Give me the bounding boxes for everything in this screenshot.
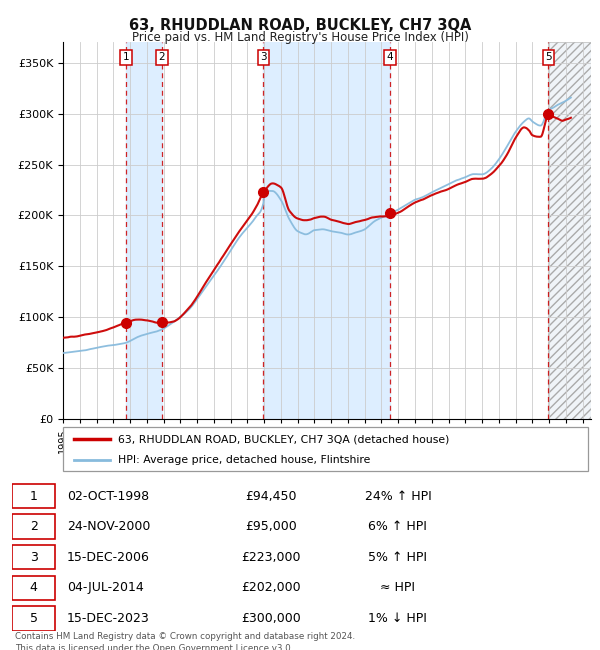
- Text: 5: 5: [545, 53, 552, 62]
- Text: 24% ↑ HPI: 24% ↑ HPI: [365, 489, 431, 502]
- Text: Contains HM Land Registry data © Crown copyright and database right 2024.
This d: Contains HM Land Registry data © Crown c…: [15, 632, 355, 650]
- Text: 5: 5: [29, 612, 38, 625]
- Text: 3: 3: [29, 551, 38, 564]
- FancyBboxPatch shape: [12, 575, 55, 600]
- Bar: [126, 42, 162, 419]
- Text: 3: 3: [260, 53, 267, 62]
- Text: 4: 4: [29, 581, 38, 594]
- FancyBboxPatch shape: [12, 606, 55, 630]
- Text: 4: 4: [386, 53, 393, 62]
- Bar: [548, 42, 591, 419]
- Text: 15-DEC-2023: 15-DEC-2023: [67, 612, 149, 625]
- FancyBboxPatch shape: [12, 484, 55, 508]
- Bar: [263, 42, 390, 419]
- Text: £95,000: £95,000: [245, 520, 297, 533]
- Text: 6% ↑ HPI: 6% ↑ HPI: [368, 520, 427, 533]
- Text: 24-NOV-2000: 24-NOV-2000: [67, 520, 150, 533]
- Text: HPI: Average price, detached house, Flintshire: HPI: Average price, detached house, Flin…: [118, 455, 371, 465]
- Text: 63, RHUDDLAN ROAD, BUCKLEY, CH7 3QA: 63, RHUDDLAN ROAD, BUCKLEY, CH7 3QA: [129, 18, 471, 32]
- Text: £202,000: £202,000: [241, 581, 301, 594]
- Text: 5% ↑ HPI: 5% ↑ HPI: [368, 551, 427, 564]
- Text: £300,000: £300,000: [241, 612, 301, 625]
- Text: 15-DEC-2006: 15-DEC-2006: [67, 551, 149, 564]
- FancyBboxPatch shape: [12, 545, 55, 569]
- Text: ≈ HPI: ≈ HPI: [380, 581, 415, 594]
- Text: £223,000: £223,000: [241, 551, 301, 564]
- Text: 2: 2: [158, 53, 165, 62]
- Text: £94,450: £94,450: [245, 489, 297, 502]
- Text: 1% ↓ HPI: 1% ↓ HPI: [368, 612, 427, 625]
- Text: 02-OCT-1998: 02-OCT-1998: [67, 489, 149, 502]
- Text: 63, RHUDDLAN ROAD, BUCKLEY, CH7 3QA (detached house): 63, RHUDDLAN ROAD, BUCKLEY, CH7 3QA (det…: [118, 434, 449, 445]
- FancyBboxPatch shape: [63, 427, 588, 471]
- Text: 1: 1: [29, 489, 38, 502]
- Text: 1: 1: [122, 53, 129, 62]
- Text: Price paid vs. HM Land Registry's House Price Index (HPI): Price paid vs. HM Land Registry's House …: [131, 31, 469, 44]
- Text: 04-JUL-2014: 04-JUL-2014: [67, 581, 143, 594]
- Text: 2: 2: [29, 520, 38, 533]
- FancyBboxPatch shape: [12, 514, 55, 539]
